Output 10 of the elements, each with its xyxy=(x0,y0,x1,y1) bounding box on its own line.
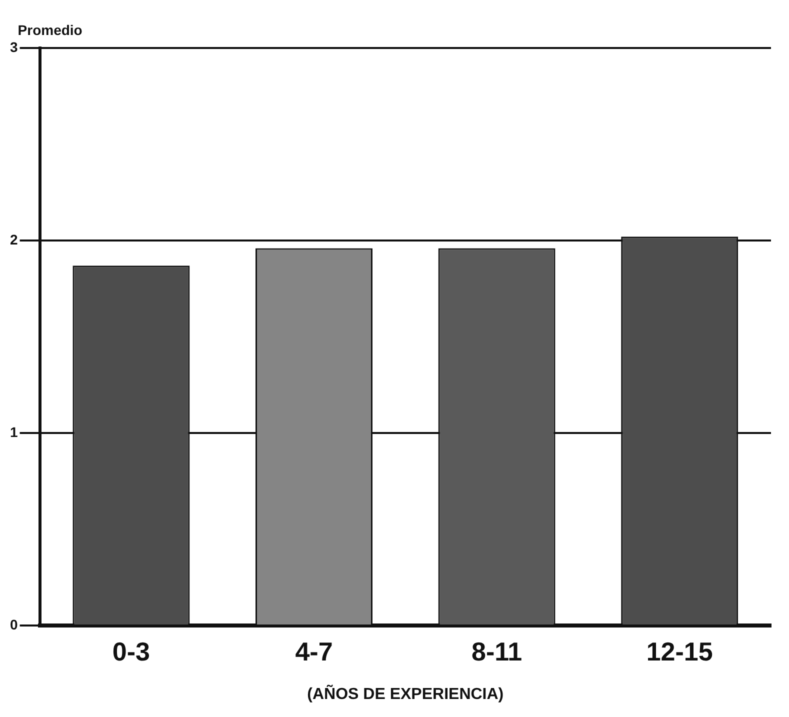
x-axis-title: (AÑOS DE EXPERIENCIA) xyxy=(307,684,504,703)
y-tick-label: 1 xyxy=(10,424,18,440)
y-tick-label: 0 xyxy=(10,616,18,632)
y-axis-title: Promedio xyxy=(18,22,82,38)
x-tick-label: 4-7 xyxy=(295,636,333,666)
y-tick-label: 2 xyxy=(10,231,18,248)
x-tick-label: 8-11 xyxy=(471,636,522,666)
x-tick-label: 0-3 xyxy=(112,636,150,666)
x-tick-label: 12-15 xyxy=(646,636,713,666)
y-tick-label: 3 xyxy=(10,38,18,55)
